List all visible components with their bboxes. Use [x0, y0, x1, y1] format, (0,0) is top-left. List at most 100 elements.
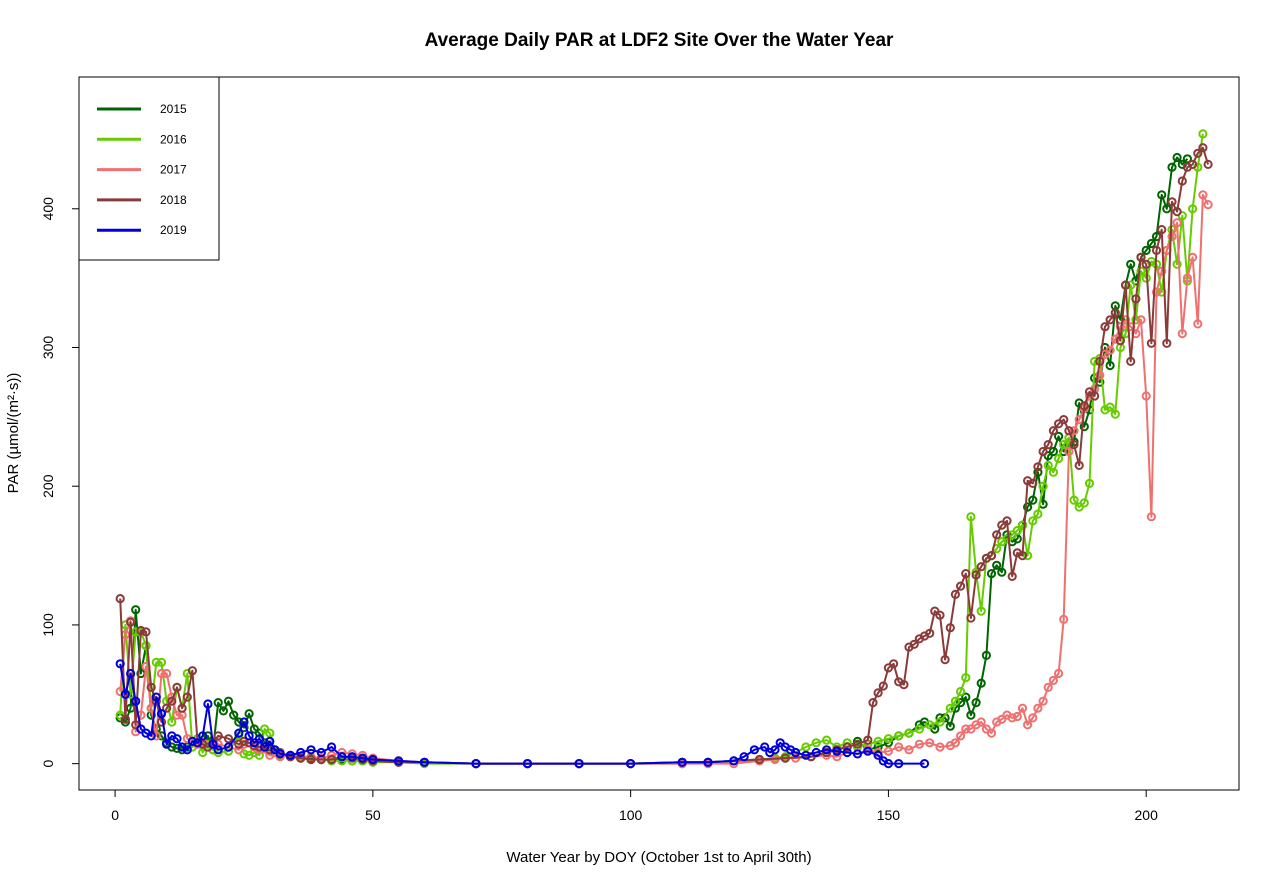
data-point [234, 717, 244, 727]
data-point [1110, 308, 1120, 318]
data-point [213, 739, 223, 749]
data-point [1064, 426, 1074, 436]
data-point [863, 746, 873, 756]
data-point [146, 731, 156, 741]
data-point [1188, 252, 1198, 262]
data-point [822, 735, 832, 745]
data-point [1028, 478, 1038, 488]
data-point [832, 746, 842, 756]
data-point [1105, 315, 1115, 325]
data-point [522, 759, 533, 769]
data-point [904, 745, 914, 755]
data-point [1095, 356, 1105, 366]
data-point [1059, 415, 1069, 425]
data-point [1100, 322, 1110, 332]
data-point [873, 742, 883, 752]
data-point [919, 759, 930, 769]
data-point [1162, 204, 1172, 214]
data-point [1048, 446, 1059, 457]
data-point [156, 709, 167, 719]
data-point [889, 659, 899, 669]
x-tick-label: 100 [619, 807, 643, 823]
data-point [811, 747, 821, 758]
data-point [239, 736, 249, 747]
data-point [997, 567, 1007, 577]
data-point [1198, 129, 1208, 139]
data-point [1002, 516, 1012, 526]
data-point [172, 734, 182, 744]
data-point [950, 696, 961, 706]
data-point [873, 736, 883, 747]
data-point [966, 613, 976, 623]
data-point [976, 678, 986, 688]
data-point [961, 692, 971, 702]
data-point [842, 742, 852, 752]
data-point [883, 759, 894, 769]
data-point [1054, 453, 1064, 464]
data-point [770, 745, 780, 755]
data-point [945, 623, 955, 633]
data-point [950, 738, 961, 748]
data-point [358, 753, 368, 763]
data-point [1023, 502, 1033, 512]
data-point [1151, 245, 1162, 255]
data-point [1141, 259, 1151, 269]
data-point [316, 747, 326, 758]
data-point [167, 717, 177, 727]
data-point [677, 757, 687, 767]
data-point [981, 650, 992, 661]
legend-label: 2018 [160, 193, 187, 207]
data-point [909, 639, 919, 649]
data-point [1115, 336, 1126, 346]
data-point [1007, 571, 1017, 582]
data-point [863, 735, 873, 745]
data-point [1110, 334, 1120, 344]
data-point [1182, 154, 1193, 164]
data-point [1038, 481, 1048, 491]
data-point [1172, 218, 1182, 228]
data-point [136, 625, 146, 636]
data-point [193, 738, 203, 748]
data-point [801, 750, 811, 760]
data-point [739, 752, 749, 762]
series-line-2015 [119, 156, 1189, 765]
data-point [115, 659, 125, 669]
data-point [1043, 682, 1053, 693]
data-point [1177, 176, 1187, 186]
data-point [842, 747, 852, 758]
series-layer [115, 129, 1213, 769]
data-point [1028, 713, 1038, 723]
data-point [1012, 526, 1022, 536]
data-point [925, 738, 935, 748]
data-point [198, 747, 208, 758]
data-point [1157, 266, 1167, 276]
y-tick-label: 0 [40, 760, 56, 768]
data-point [894, 742, 904, 752]
data-point [935, 717, 945, 727]
x-tick-label: 50 [365, 807, 381, 823]
data-point [1126, 280, 1136, 290]
data-point [1126, 259, 1136, 269]
data-point [1121, 280, 1131, 290]
data-point [1136, 266, 1146, 276]
data-point [1136, 315, 1146, 325]
data-point [1172, 152, 1182, 163]
data-point [162, 668, 172, 679]
data-point [1048, 467, 1059, 477]
data-point [956, 686, 966, 697]
data-point [1033, 703, 1043, 713]
data-point [131, 605, 141, 615]
data-point [213, 731, 223, 741]
data-point [1193, 319, 1203, 329]
x-tick-label: 200 [1135, 807, 1159, 823]
data-point [1162, 338, 1172, 348]
data-point [956, 581, 966, 591]
data-point [899, 680, 909, 690]
data-point [265, 750, 275, 760]
series-2019 [115, 659, 930, 769]
data-point [914, 724, 925, 734]
data-point [822, 745, 832, 755]
data-point [306, 754, 316, 765]
data-point [945, 703, 955, 713]
data-point [1167, 231, 1177, 242]
